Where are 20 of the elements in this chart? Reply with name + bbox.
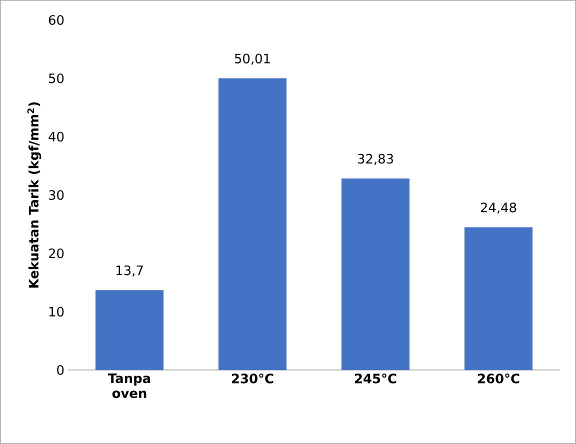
bar [218,78,286,370]
y-tick-label: 10 [49,306,64,317]
y-tick-label: 20 [48,248,64,258]
y-tick-label: 0 [57,365,64,375]
x-tick-label: 245°C [355,374,396,384]
y-tick-label: 30 [48,190,64,200]
y-tick-label: 60 [48,15,64,25]
x-tick-label: Tanpa oven [108,374,150,398]
bar [464,227,533,370]
x-tick-label: 230°C [232,374,274,384]
bar [342,178,410,370]
data-label: 32,83 [358,154,393,165]
y-axis-title: Kekuatan Tarik (kgf/mm$^{2}$) [27,102,42,288]
data-label: 24,48 [480,202,516,214]
y-tick-label: 50 [49,73,64,84]
y-tick-label: 40 [48,132,64,142]
bar [96,290,164,370]
x-tick-label: 260°C [478,374,520,384]
data-label: 13,7 [116,265,143,277]
data-label: 50,01 [234,54,270,65]
